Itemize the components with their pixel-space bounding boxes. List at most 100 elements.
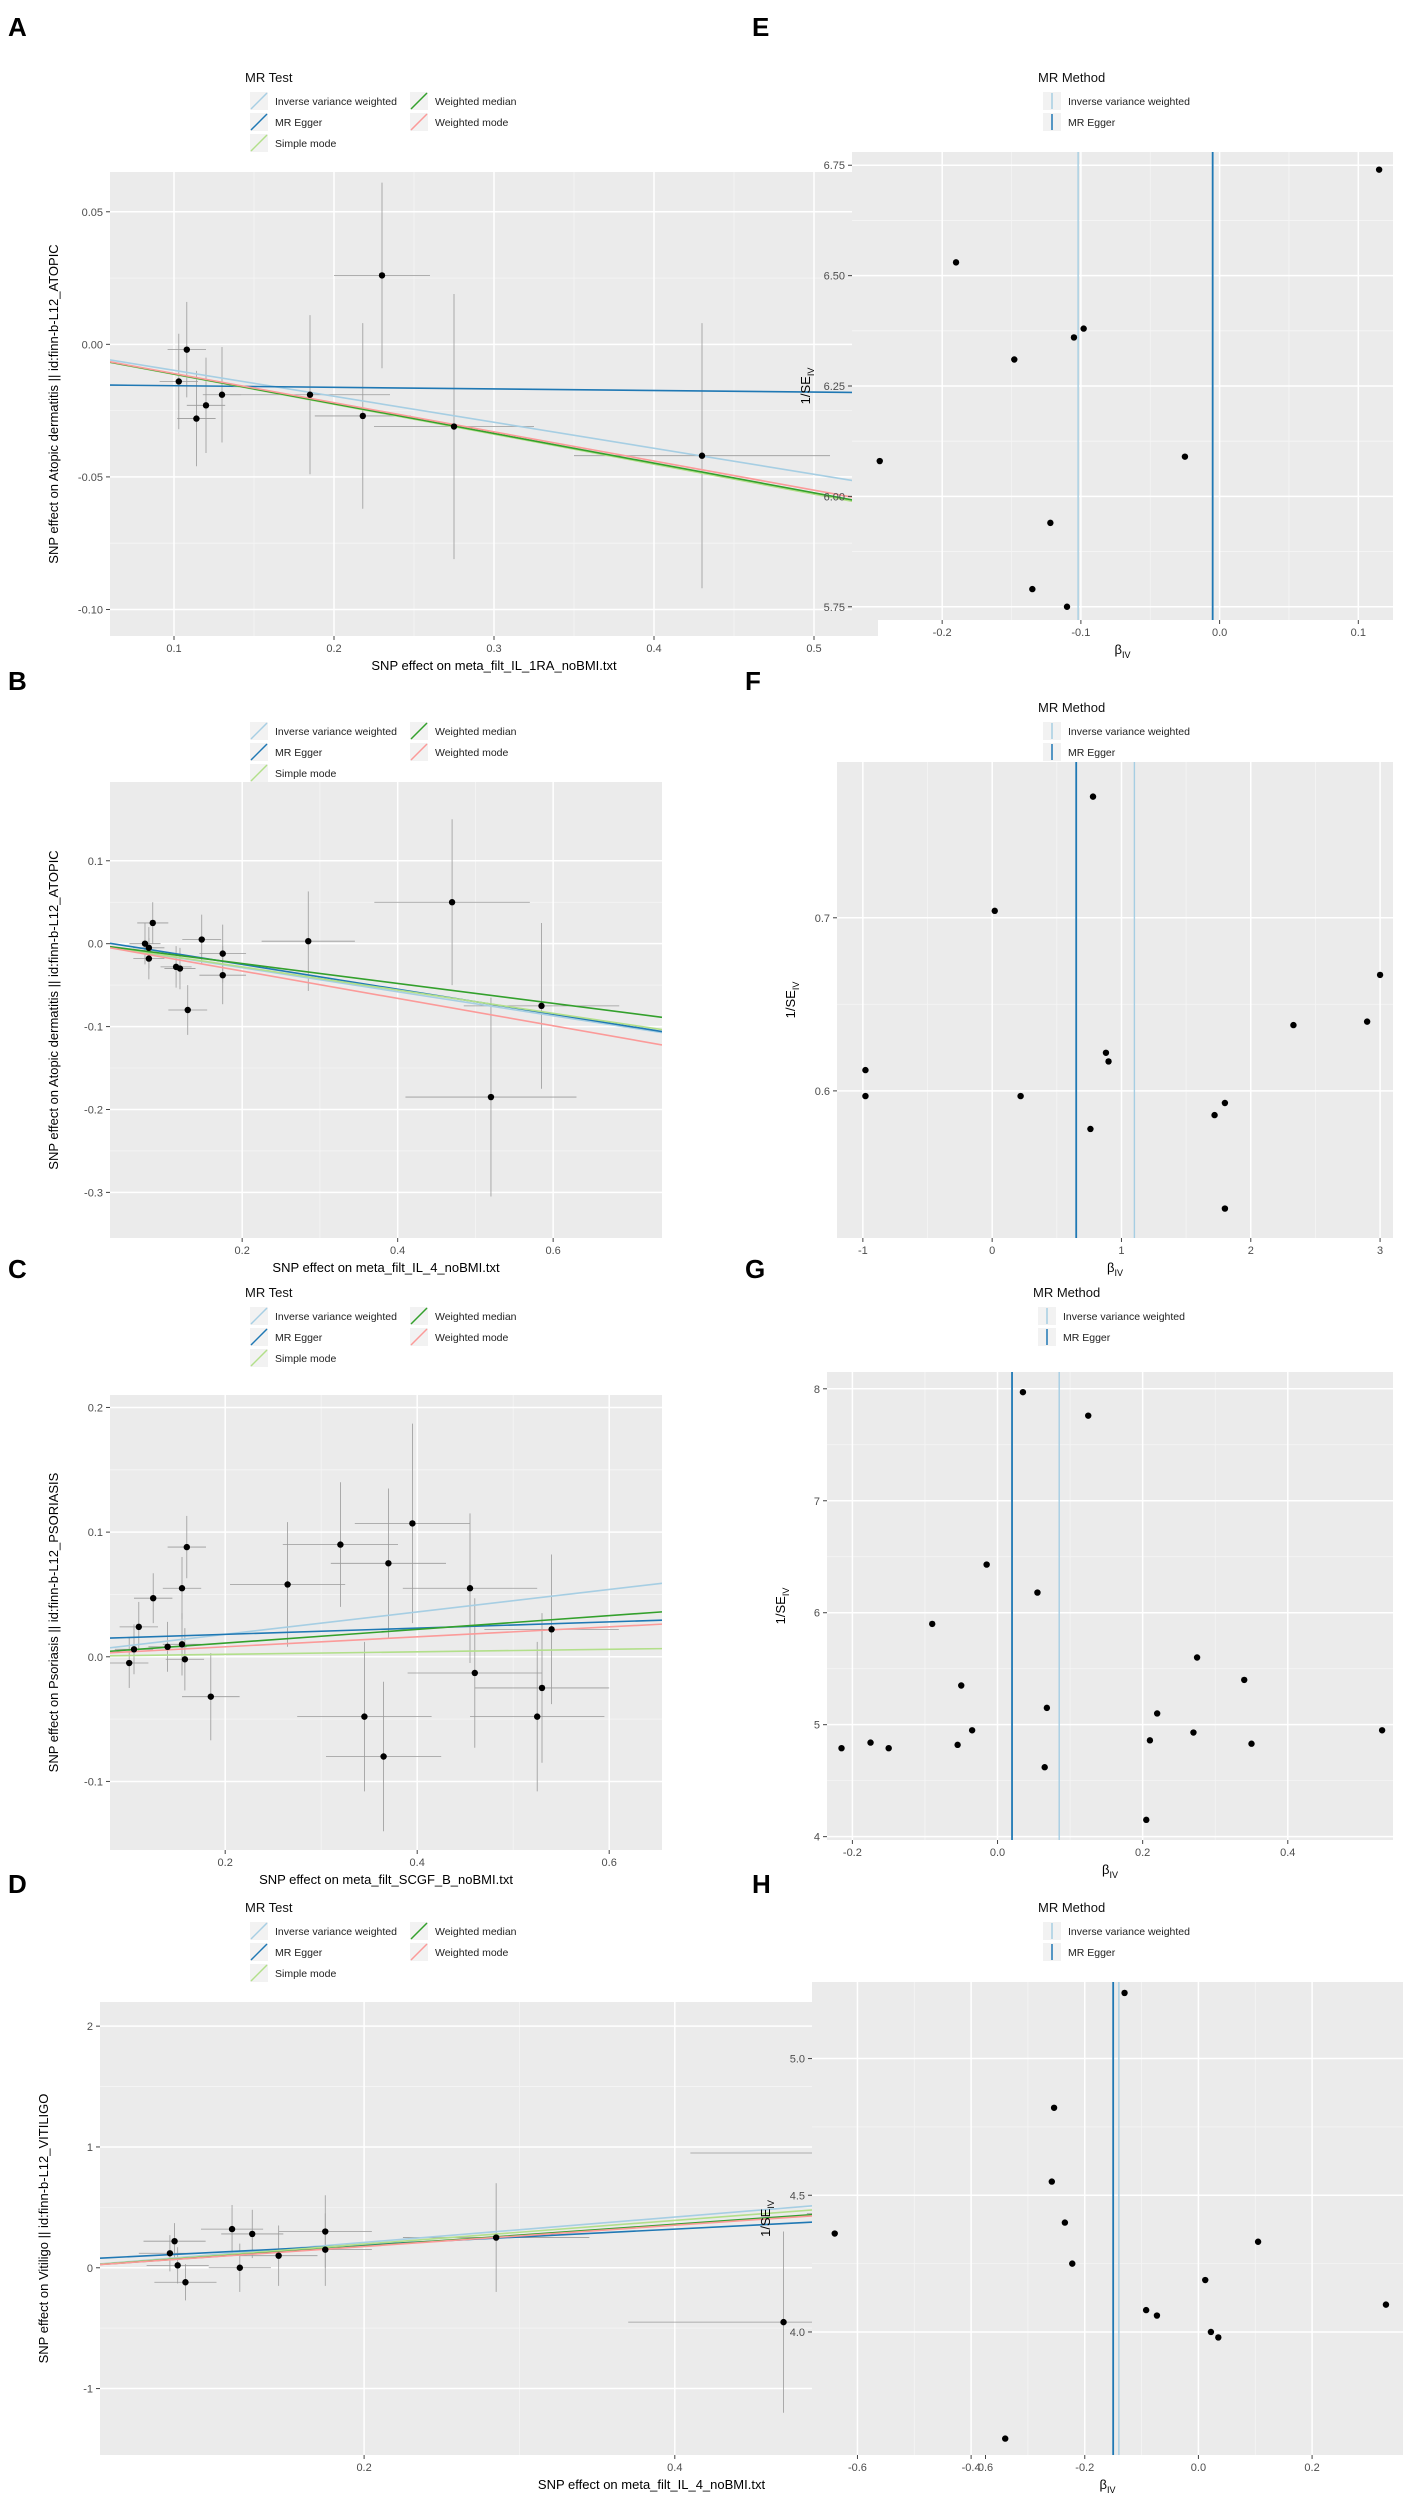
legend-label-ivw: Inverse variance weighted (275, 726, 397, 738)
data-point (450, 423, 458, 430)
x-axis-symbol: β (1115, 642, 1122, 657)
data-point (1378, 1727, 1386, 1734)
panel-label-b: B (8, 666, 27, 696)
legend-swatch-egger (250, 1328, 268, 1346)
plot-area (110, 182, 878, 589)
y-axis-title: 1/SEIV (773, 1588, 791, 1625)
data-point (862, 1092, 869, 1100)
data-point (198, 936, 205, 943)
y-tick-label: 7 (814, 1496, 820, 1508)
data-point (164, 1643, 171, 1651)
y-axis-subscript: IV (791, 982, 801, 991)
legend-label-wmode: Weighted mode (435, 1332, 509, 1344)
regression-line-ivw (110, 359, 878, 486)
legend-swatch-wmode (410, 743, 428, 761)
plot-panel-e: -0.2 -0.1 0.0 0.15.756.006.256.506.75βIV1/S… (798, 152, 1393, 660)
legend-label-ivw: Inverse variance weighted (1068, 1926, 1190, 1938)
x-tick-label: 0.1 (1351, 627, 1366, 639)
x-tick-label: 0.6 (546, 1245, 561, 1257)
x-tick-label: -0.1 (1071, 627, 1090, 639)
data-point (202, 402, 210, 409)
legend-swatch-ivw (250, 1922, 268, 1940)
x-tick-label: 0.6 (978, 2462, 993, 2474)
plot-area (876, 152, 1383, 620)
legend-label-wmode: Weighted mode (435, 1947, 509, 1959)
x-axis-title: SNP effect on meta_filt_IL_4_noBMI.txt (538, 2477, 766, 2492)
y-tick-label: 0.1 (88, 1527, 103, 1539)
data-point (236, 2264, 244, 2271)
x-axis-title: SNP effect on meta_filt_IL_1RA_noBMI.txt (371, 658, 617, 673)
data-point (1382, 2301, 1390, 2308)
legend-label-ivw: Inverse variance weighted (275, 1926, 397, 1938)
legend-title: MR Method (1033, 1285, 1100, 1300)
data-point (538, 1684, 546, 1692)
legend-label-ivw: Inverse variance weighted (1068, 96, 1190, 108)
data-point (952, 259, 960, 266)
y-tick-label: 6.25 (824, 381, 845, 393)
x-tick-label: -0.2 (1075, 2462, 1094, 2474)
plot-background (827, 1372, 1393, 1840)
legend-title: MR Method (1038, 700, 1105, 715)
data-point (968, 1727, 976, 1734)
plot-area (110, 1423, 662, 1832)
legend-h: MR Method Inverse variance weighted MR Egg… (1038, 1900, 1190, 1961)
plot-area (838, 1372, 1386, 1840)
data-point (1211, 1111, 1218, 1119)
plot-area (110, 819, 662, 1197)
legend-swatch-egger (250, 113, 268, 131)
data-point (184, 1006, 191, 1014)
x-tick-label: 0.5 (806, 643, 821, 655)
y-axis-subscript: IV (766, 2200, 776, 2209)
data-point (1019, 1388, 1027, 1396)
x-tick-label: 0.4 (390, 1245, 405, 1257)
data-point (1248, 1740, 1255, 1747)
data-point (1089, 793, 1097, 800)
legend-d: MR Test Inverse variance weighted MR Egger… (245, 1900, 517, 1982)
x-tick-label: 0.2 (326, 643, 341, 655)
legend-swatch-egger (250, 1943, 268, 1961)
x-axis-subscript: IV (1109, 1870, 1118, 1880)
data-point (1254, 2238, 1262, 2245)
data-point (361, 1713, 368, 1720)
y-tick-label: -0.10 (78, 604, 103, 616)
x-tick-label: -0.2 (933, 627, 952, 639)
legend-swatch-wmedian (410, 1922, 428, 1940)
legend-swatch-simple (250, 1349, 268, 1367)
panel-label-f: F (745, 666, 761, 696)
y-tick-label: 5 (814, 1720, 820, 1732)
legend-label-egger: MR Egger (1068, 117, 1116, 129)
legend-a: MR Test Inverse variance weighted MR Egger… (245, 70, 517, 152)
regression-line-wmedian (110, 945, 662, 1019)
y-axis-title: SNP effect on Psoriasis || id:finn-b-L12… (46, 1472, 61, 1772)
data-point (929, 1620, 936, 1628)
legend-swatch-simple (250, 1964, 268, 1982)
y-axis-symbol: 1/SE (773, 1596, 788, 1625)
data-point (448, 899, 456, 906)
data-point (135, 1623, 142, 1631)
data-point (1290, 1021, 1297, 1029)
plot-panel-b: 0.2 0.4 0.6 -0.3 -0.2 -0.1 0.0 0.1 SNP effect on… (46, 782, 662, 1275)
y-axis-symbol: 1/SE (758, 2208, 773, 2237)
y-tick-label: 6.00 (824, 491, 845, 503)
x-tick-label: 0.2 (235, 1245, 250, 1257)
panel-label-d: D (8, 1869, 27, 1899)
data-point (1043, 1704, 1051, 1712)
data-point (885, 1744, 892, 1752)
legend-swatch-simple (250, 764, 268, 782)
x-tick-label: 0.1 (166, 643, 181, 655)
y-tick-label: 0.0 (88, 939, 103, 951)
data-point (380, 1753, 387, 1760)
data-point (359, 412, 366, 420)
data-point (219, 950, 226, 957)
data-point (1121, 1989, 1128, 1997)
data-point (780, 2318, 787, 2326)
data-point (126, 1659, 133, 1667)
legend-label-wmode: Weighted mode (435, 747, 509, 759)
y-tick-label: -0.1 (84, 1022, 103, 1034)
legend-title: MR Test (245, 1900, 293, 1915)
legend-label-simple: Simple mode (275, 1353, 336, 1365)
data-point (1142, 2306, 1150, 2314)
data-point (991, 907, 998, 915)
